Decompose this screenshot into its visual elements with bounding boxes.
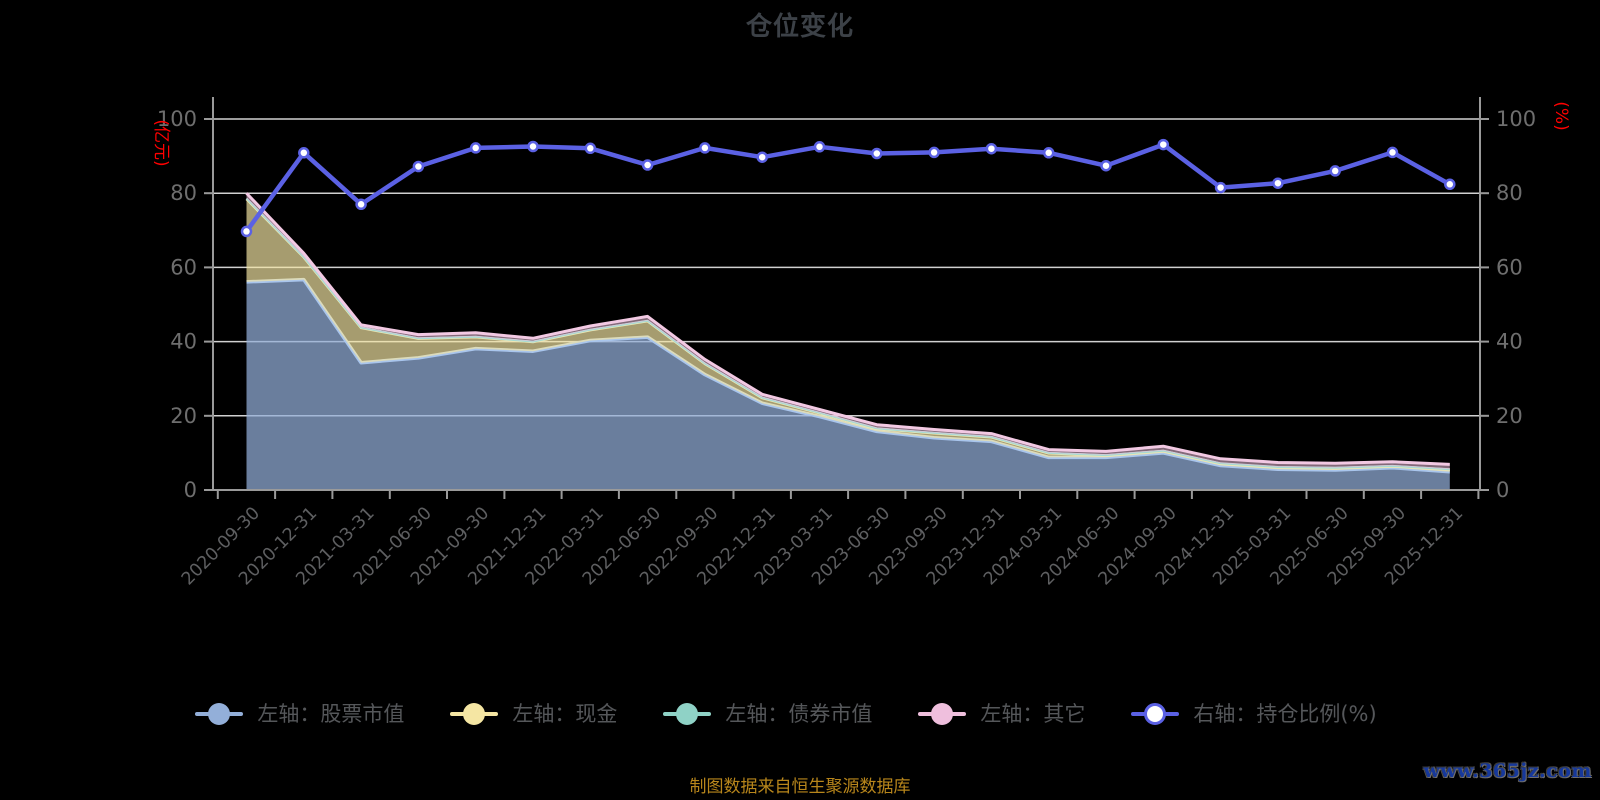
legend-item-bond-value[interactable]: 左轴：债券市值 [663, 702, 872, 726]
data-point-marker[interactable] [1444, 178, 1456, 191]
data-point-marker[interactable] [1272, 177, 1284, 189]
data-point-marker[interactable] [584, 142, 597, 155]
legend-marker-cash-icon [450, 702, 499, 726]
svg-text:80: 80 [170, 181, 197, 205]
data-point-marker[interactable] [985, 142, 998, 155]
svg-text:100: 100 [1496, 107, 1536, 131]
data-point-marker[interactable] [1386, 146, 1399, 159]
data-source-note: 制图数据来自恒生聚源数据库 [689, 777, 911, 797]
stacked-areas [245, 192, 1450, 490]
x-axis-labels: 2020-09-302020-12-312021-03-312021-06-30… [178, 503, 1467, 589]
area-border-3 [245, 192, 1450, 466]
svg-text:0: 0 [1496, 478, 1509, 502]
data-point-marker[interactable] [871, 147, 883, 160]
legend-marker-other-icon [918, 702, 967, 726]
chart-legend: 左轴：股票市值 左轴：现金 左轴：债券市值 左轴：其它 右轴：持仓比例(%) [0, 702, 1586, 726]
data-point-marker[interactable] [1042, 147, 1055, 159]
data-point-marker[interactable] [1329, 165, 1341, 177]
legend-label: 左轴：现金 [512, 702, 618, 726]
data-point-marker[interactable] [1214, 181, 1227, 194]
data-point-marker[interactable] [240, 225, 253, 238]
data-point-marker[interactable] [1100, 159, 1112, 172]
legend-label: 左轴：债券市值 [725, 702, 873, 726]
legend-item-position-ratio[interactable]: 右轴：持仓比例(%) [1131, 702, 1377, 726]
svg-text:60: 60 [170, 255, 197, 279]
data-point-marker[interactable] [355, 198, 367, 211]
chart-title: 仓位变化 [745, 12, 854, 42]
data-point-marker[interactable] [412, 160, 425, 173]
left-axis-name: (亿元) [151, 119, 171, 166]
position-ratio-line [244, 142, 1453, 234]
svg-text:20: 20 [1496, 404, 1523, 428]
legend-label: 左轴：股票市值 [257, 702, 405, 726]
svg-text:60: 60 [1496, 255, 1523, 279]
legend-item-other[interactable]: 左轴：其它 [918, 702, 1085, 726]
data-point-marker[interactable] [298, 147, 310, 159]
legend-marker-ratio-icon [1131, 702, 1180, 726]
axis-names: (亿元) (%) [151, 101, 1571, 166]
legend-label: 左轴：其它 [980, 702, 1086, 726]
data-point-marker[interactable] [756, 151, 768, 163]
legend-label: 右轴：持仓比例(%) [1193, 702, 1377, 726]
y-axis-labels: 0 20 40 60 80 100 0 20 40 60 80 100 [157, 107, 1536, 502]
legend-marker-bond-icon [663, 702, 712, 726]
data-point-marker[interactable] [699, 142, 711, 154]
svg-text:40: 40 [1496, 330, 1523, 354]
svg-text:20: 20 [170, 404, 197, 428]
svg-text:40: 40 [170, 330, 197, 354]
data-point-marker[interactable] [813, 141, 826, 153]
legend-item-stock-value[interactable]: 左轴：股票市值 [195, 702, 404, 726]
legend-marker-stock-icon [195, 702, 244, 726]
legend-item-cash[interactable]: 左轴：现金 [450, 702, 617, 726]
data-point-marker[interactable] [527, 140, 539, 153]
svg-text:0: 0 [184, 478, 197, 502]
data-point-marker[interactable] [469, 142, 482, 154]
axes [204, 97, 1489, 499]
line-markers [240, 138, 1456, 238]
svg-text:80: 80 [1496, 181, 1523, 205]
svg-text:100: 100 [157, 107, 197, 131]
data-point-marker[interactable] [641, 159, 654, 171]
watermark: www.365jz.com [1423, 760, 1592, 782]
right-axis-name: (%) [1551, 101, 1571, 130]
area-series-0 [246, 279, 1450, 490]
data-point-marker[interactable] [928, 146, 940, 159]
data-point-marker[interactable] [1157, 138, 1170, 151]
